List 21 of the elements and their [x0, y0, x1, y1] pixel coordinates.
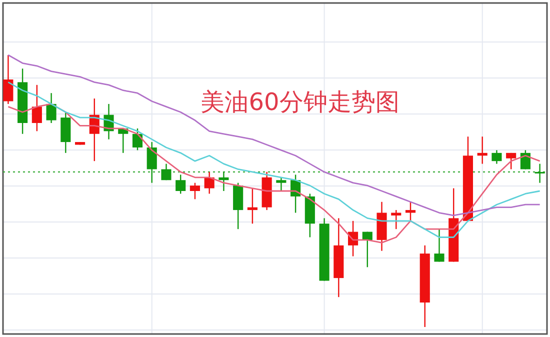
candlestick — [247, 188, 258, 224]
candlestick — [405, 201, 416, 222]
candlestick — [32, 84, 42, 132]
candlestick — [477, 136, 488, 164]
candlestick — [204, 171, 214, 194]
candlestick — [276, 176, 286, 192]
candlestick — [176, 174, 186, 194]
candlestick — [3, 54, 14, 105]
candlestick — [492, 150, 502, 164]
candlestick — [506, 152, 516, 170]
candlestick — [218, 171, 229, 192]
candlestick — [132, 128, 143, 151]
candlestick — [190, 182, 200, 200]
candlestick — [46, 92, 56, 124]
candlestick — [391, 209, 402, 230]
text: 美油60分钟走势图 — [200, 88, 400, 116]
candlestick — [534, 163, 545, 184]
candlestick — [362, 231, 372, 268]
candlestick — [161, 163, 172, 181]
candlestick — [434, 228, 444, 262]
candlestick — [146, 141, 157, 184]
